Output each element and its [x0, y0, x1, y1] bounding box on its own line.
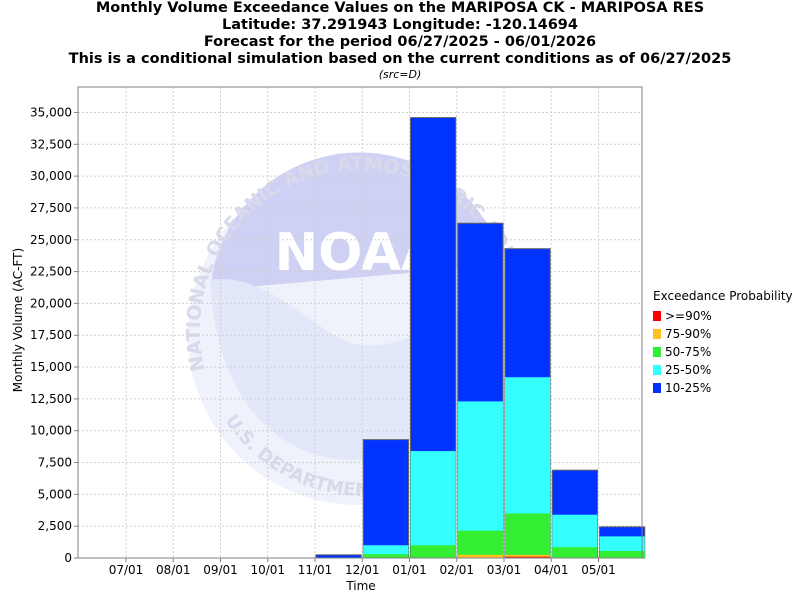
y-tick-label: 22,500	[30, 265, 72, 279]
bar-50-75--05-01	[599, 550, 645, 558]
bar--90--03-01	[505, 556, 551, 558]
x-tick-label: 01/01	[392, 563, 427, 577]
bar-10-25--12-01	[362, 439, 409, 559]
y-tick-label: 0	[64, 551, 72, 565]
bar-75-90--02-01	[457, 554, 503, 558]
bar-50-75--01-01	[410, 545, 456, 558]
y-tick-label: 15,000	[30, 360, 72, 374]
y-tick-label: 20,000	[30, 296, 72, 310]
legend-swatch	[653, 383, 661, 393]
y-tick-label: 17,500	[30, 328, 72, 342]
bar-75-90--03-01	[505, 554, 551, 558]
axes: 0 2,500 5,000 7,500 10,000 12,500 15,000 17,500…	[30, 86, 643, 577]
x-tick-label: 08/01	[156, 563, 191, 577]
y-tick-label: 27,500	[30, 201, 72, 215]
legend-swatch	[653, 347, 661, 357]
chart-subtitle-location: Latitude: 37.291943 Longitude: -120.1469…	[222, 17, 578, 33]
x-tick-label: 03/01	[487, 563, 522, 577]
legend-item-25-50: 25-50%	[653, 361, 793, 379]
legend-label: 50-75%	[665, 345, 712, 359]
legend-swatch	[653, 311, 661, 321]
legend-swatch	[653, 365, 661, 375]
y-tick-label: 30,000	[30, 169, 72, 183]
legend-swatch	[653, 329, 661, 339]
y-tick-label: 5,000	[38, 487, 72, 501]
legend-label: >=90%	[665, 309, 712, 323]
legend-item-75-90: 75-90%	[653, 325, 793, 343]
legend-label: 25-50%	[665, 363, 712, 377]
legend-label: 75-90%	[665, 327, 712, 341]
y-tick-label: 2,500	[38, 519, 72, 533]
bar-50-75--12-01	[363, 554, 409, 558]
bar-50-75--03-01	[505, 513, 551, 558]
y-axis-label: Monthly Volume (AC-FT)	[11, 248, 25, 392]
x-tick-label: 04/01	[534, 563, 569, 577]
legend-item-gte90: >=90%	[653, 307, 793, 325]
x-tick-label: 02/01	[439, 563, 474, 577]
legend-item-50-75: 50-75%	[653, 343, 793, 361]
source-note: (src=D)	[378, 68, 422, 81]
legend: Exceedance Probability >=90% 75-90% 50-7…	[653, 289, 793, 397]
x-tick-label: 11/01	[298, 563, 333, 577]
bar-50-75--02-01	[457, 530, 503, 558]
x-tick-label: 10/01	[250, 563, 285, 577]
bar-25-50--01-01	[410, 451, 456, 558]
x-tick-label: 09/01	[203, 563, 238, 577]
bar-50-75--04-01	[552, 547, 598, 558]
y-tick-label: 7,500	[38, 456, 72, 470]
x-tick-label: 05/01	[581, 563, 616, 577]
x-axis-label: Time	[345, 579, 375, 593]
legend-label: 10-25%	[665, 381, 712, 395]
y-tick-label: 35,000	[30, 105, 72, 119]
chart-title: Monthly Volume Exceedance Values on the …	[95, 0, 705, 16]
x-tick-label: 07/01	[109, 563, 144, 577]
x-tick-label: 12/01	[345, 563, 380, 577]
y-tick-label: 32,500	[30, 137, 72, 151]
chart-subtitle-conditions: This is a conditional simulation based o…	[68, 51, 732, 67]
y-tick-label: 10,000	[30, 424, 72, 438]
chart-subtitle-period: Forecast for the period 06/27/2025 - 06/…	[203, 34, 597, 50]
plot-frame	[77, 86, 643, 559]
y-tick-label: 12,500	[30, 392, 72, 406]
legend-title: Exceedance Probability	[653, 289, 793, 303]
legend-item-10-25: 10-25%	[653, 379, 793, 397]
y-tick-label: 25,000	[30, 233, 72, 247]
chart-titles: Monthly Volume Exceedance Values on the …	[0, 0, 800, 81]
bars	[315, 117, 646, 559]
